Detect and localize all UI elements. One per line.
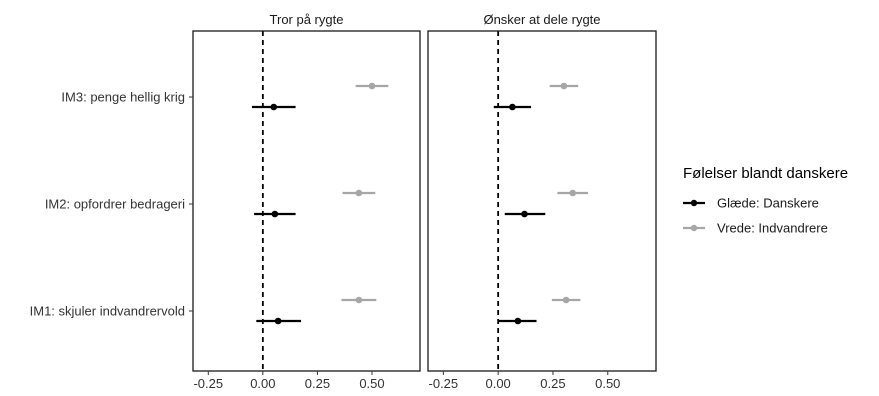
- facet-strip-label: Ønsker at dele rygte: [483, 12, 600, 27]
- legend-key-point-1: [690, 224, 698, 232]
- x-tick-label: 0.00: [250, 376, 275, 391]
- facet-panel: Ønsker at dele rygte -0.25 0.00 0.25 0.50: [427, 8, 657, 391]
- data-point: [355, 296, 363, 304]
- panel-border: [192, 30, 421, 372]
- legend-label-1: Vrede: Indvandrere: [717, 221, 828, 236]
- y-tick-label: IM3: penge hellig krig: [61, 90, 185, 105]
- legend-label-0: Glæde: Danskere: [717, 196, 819, 211]
- legend-key-point-0: [690, 199, 698, 207]
- data-point: [560, 82, 568, 90]
- panel-border: [427, 30, 657, 372]
- x-tick-label: 0.50: [595, 376, 620, 391]
- data-point: [274, 317, 282, 325]
- x-tick-label: 0.00: [485, 376, 510, 391]
- y-tick-label: IM2: opfordrer bedrageri: [45, 197, 185, 212]
- data-point: [514, 317, 522, 325]
- y-tick-label: IM1: skjuler indvandrervold: [30, 304, 185, 319]
- legend: Følelser blandt danskere Glæde: Danskere…: [683, 165, 848, 236]
- x-tick-label: -0.25: [429, 376, 459, 391]
- facet-strip: [193, 8, 420, 30]
- facet-strip: [428, 8, 656, 30]
- data-point: [270, 103, 278, 111]
- x-tick-label: 0.25: [540, 376, 565, 391]
- x-tick-label: -0.25: [193, 376, 223, 391]
- x-tick-label: 0.50: [359, 376, 384, 391]
- data-point: [271, 210, 279, 218]
- data-point: [521, 210, 528, 218]
- data-point: [509, 103, 516, 111]
- x-tick-label: 0.25: [305, 376, 330, 391]
- data-point: [368, 82, 376, 90]
- facet-strip-label: Tror på rygte: [270, 12, 344, 27]
- legend-title: Følelser blandt danskere: [683, 165, 848, 182]
- facet-panel: Tror på rygte -0.25 0.00 0.25 0.50: [192, 8, 421, 391]
- data-point: [569, 189, 576, 197]
- data-point: [562, 296, 570, 304]
- data-point: [355, 189, 363, 197]
